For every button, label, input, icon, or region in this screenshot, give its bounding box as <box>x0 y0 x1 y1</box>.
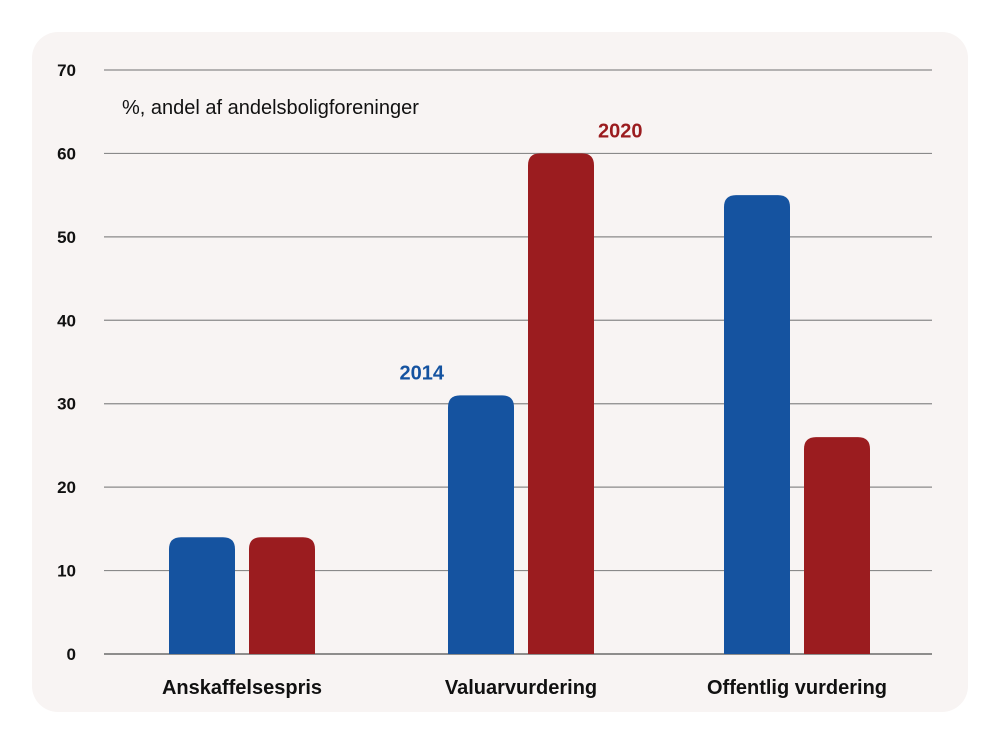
category-label: Anskaffelsespris <box>162 677 322 699</box>
bar-2020-0 <box>249 537 315 654</box>
category-labels: Anskaffelsespris Valuarvurdering Offentlig… <box>162 677 887 699</box>
category-label: Valuarvurdering <box>445 677 597 699</box>
category-label: Offentlig vurdering <box>707 677 887 699</box>
bar-2020-2 <box>804 437 870 654</box>
bar-2014-1 <box>448 395 514 654</box>
y-axis-ticks: 0 10 20 30 40 50 60 70 <box>57 61 76 664</box>
y-tick-label: 30 <box>57 395 76 414</box>
y-tick-label: 60 <box>57 144 76 163</box>
y-tick-label: 0 <box>67 645 76 664</box>
gridlines <box>104 69 932 655</box>
bar-2020-1 <box>528 153 594 654</box>
y-tick-label: 10 <box>57 562 76 581</box>
series-labels: 2014 2020 <box>400 120 643 384</box>
y-tick-label: 70 <box>57 61 76 80</box>
series-label-2014: 2014 <box>400 362 445 384</box>
y-tick-label: 20 <box>57 478 76 497</box>
series-label-2020: 2020 <box>598 120 643 142</box>
unit-label: %, andel af andelsboligforeninger <box>122 97 419 119</box>
bar-2014-0 <box>169 537 235 654</box>
bar-2014-2 <box>724 195 790 654</box>
y-tick-label: 50 <box>57 228 76 247</box>
y-tick-label: 40 <box>57 311 76 330</box>
bars <box>169 153 870 654</box>
